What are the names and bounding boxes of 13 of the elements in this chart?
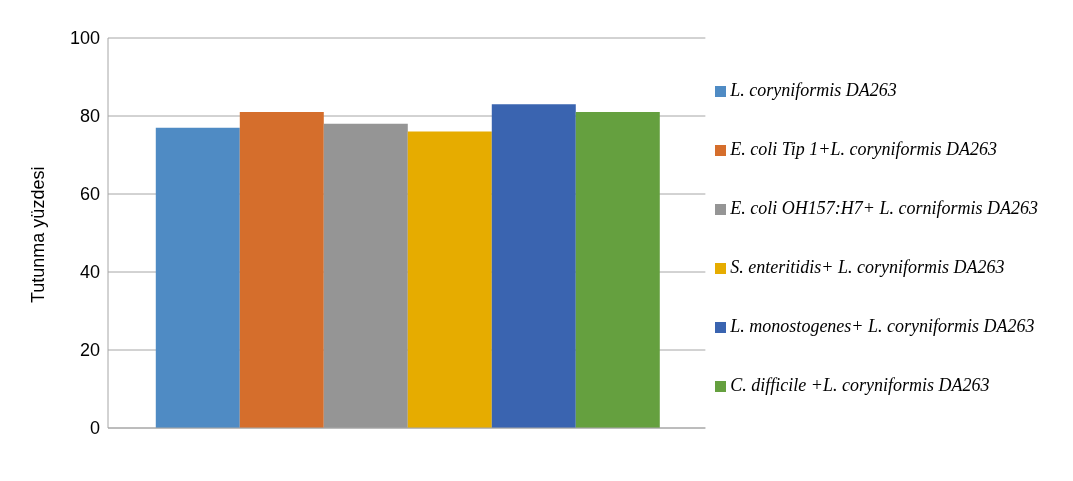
y-tick-label: 100 — [69, 28, 100, 49]
legend-label: L. coryniformis DA263 — [730, 80, 897, 100]
legend-label: C. difficile +L. coryniformis DA263 — [730, 375, 990, 395]
y-tick-label: 0 — [89, 418, 100, 439]
y-tick-label: 20 — [79, 340, 100, 361]
y-tick-label: 40 — [79, 262, 100, 283]
y-tick-label: 60 — [79, 184, 100, 205]
legend-label: L. monostogenes+ L. coryniformis DA263 — [730, 316, 1035, 336]
y-tick-label: 80 — [79, 106, 100, 127]
legend-label: E. coli Tip 1+L. coryniformis DA263 — [730, 139, 998, 159]
y-axis-title: Tutunma yüzdesi — [28, 166, 49, 303]
legend-label: E. coli OH157:H7+ L. corniformis DA263 — [730, 198, 1038, 218]
legend-label: S. enteritidis+ L. coryniformis DA263 — [730, 257, 1005, 277]
